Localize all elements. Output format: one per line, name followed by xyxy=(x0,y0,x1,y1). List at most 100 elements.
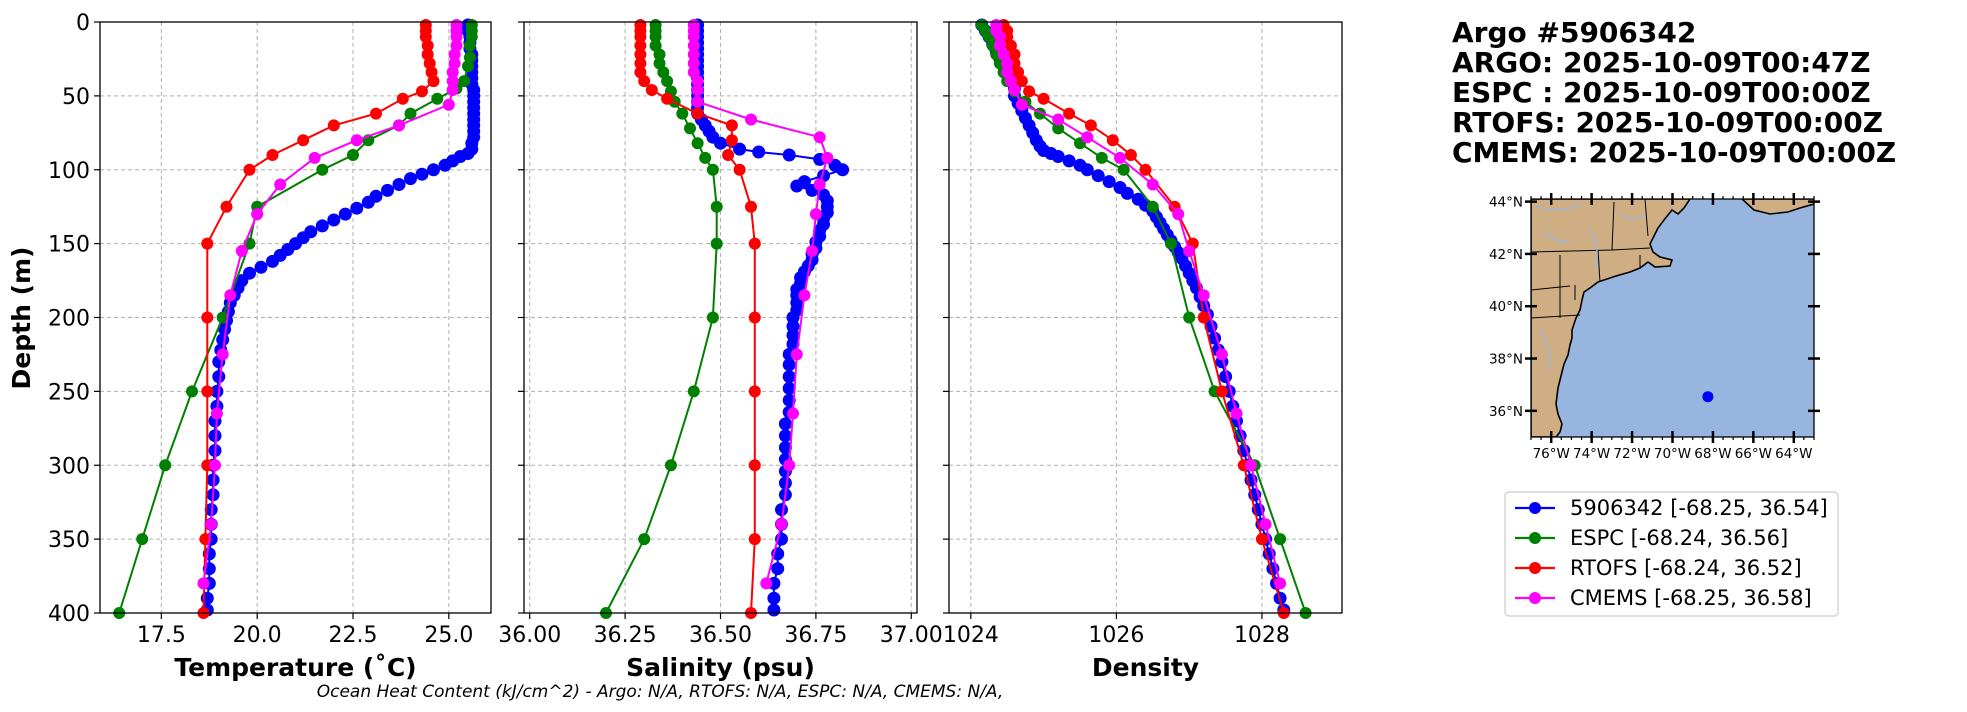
map-lat-label: 40°N xyxy=(1489,299,1523,315)
series-line-rtofs xyxy=(202,25,435,614)
y-tick-label: 350 xyxy=(48,528,90,553)
data-point-cmems xyxy=(393,119,405,132)
legend-label-cmems: CMEMS [-68.25, 36.58] xyxy=(1570,586,1812,610)
data-point-rtofs xyxy=(634,57,647,70)
data-point-argo xyxy=(836,163,850,177)
map-lon-label: 72°W xyxy=(1613,446,1650,462)
data-point-cmems xyxy=(216,348,229,361)
x-tick-label: 17.5 xyxy=(137,623,186,648)
map-lat-label: 42°N xyxy=(1489,247,1523,263)
density-panel: 1024 1026 1028 Density xyxy=(943,18,1343,682)
data-point-rtofs xyxy=(725,119,738,132)
data-point-rtofs xyxy=(1084,119,1097,132)
data-point-rtofs xyxy=(1037,92,1050,105)
data-point-argo xyxy=(786,328,800,342)
data-point-argo xyxy=(778,417,792,431)
map-land xyxy=(1531,199,1691,437)
data-point-cmems xyxy=(1274,577,1287,590)
legend-marker-cmems xyxy=(1529,592,1541,604)
data-point-cmems xyxy=(1052,113,1065,126)
data-point-cmems xyxy=(1172,208,1185,221)
data-point-espc xyxy=(664,459,677,472)
data-point-cmems xyxy=(993,30,1006,43)
data-point-espc xyxy=(1052,122,1065,135)
legend: 5906342 [-68.25, 36.54] ESPC [-68.24, 36… xyxy=(1504,491,1839,617)
data-point-cmems xyxy=(806,245,819,257)
map-lon-label: 66°W xyxy=(1735,446,1772,462)
data-point-cmems xyxy=(1245,459,1257,472)
data-point-argo xyxy=(778,429,792,443)
map-lon-label: 68°W xyxy=(1694,446,1731,462)
data-point-cmems xyxy=(1008,84,1021,96)
x-axis-label: Salinity (psu) xyxy=(626,653,815,682)
info-argo-id: Argo #5906342 xyxy=(1452,16,1696,49)
legend-box xyxy=(1504,491,1839,617)
data-point-argo xyxy=(790,179,804,193)
data-point-espc xyxy=(1117,163,1130,176)
data-point-argo xyxy=(415,167,429,181)
data-point-cmems xyxy=(1001,57,1014,70)
data-point-rtofs xyxy=(201,237,214,250)
data-point-argo xyxy=(338,207,352,221)
data-point-cmems xyxy=(210,407,223,420)
data-point-espc xyxy=(136,533,149,546)
y-tick-label: 100 xyxy=(48,159,90,184)
data-point-argo xyxy=(404,172,417,186)
data-point-rtofs xyxy=(243,163,256,176)
data-point-cmems xyxy=(446,84,459,96)
data-point-cmems xyxy=(687,48,700,61)
data-point-espc xyxy=(1095,151,1108,164)
data-point-cmems xyxy=(798,289,811,302)
x-tick-label: 25.0 xyxy=(424,623,473,648)
data-point-espc xyxy=(431,92,444,105)
legend-label-argo: 5906342 [-68.25, 36.54] xyxy=(1570,496,1828,520)
data-point-espc xyxy=(159,459,172,472)
data-point-cmems xyxy=(1146,178,1159,191)
data-point-cmems xyxy=(446,75,459,88)
data-point-cmems xyxy=(760,577,773,590)
data-point-cmems xyxy=(224,289,237,302)
data-point-argo xyxy=(427,163,440,177)
data-point-rtofs xyxy=(220,200,233,213)
data-point-rtofs xyxy=(1106,134,1119,147)
info-argo-time: ARGO: 2025-10-09T00:47Z xyxy=(1452,46,1871,79)
data-point-espc xyxy=(463,39,476,52)
data-point-rtofs xyxy=(425,66,438,79)
data-point-espc xyxy=(706,311,719,324)
data-point-rtofs xyxy=(748,311,761,324)
data-point-argo xyxy=(733,142,747,156)
map-lat-label: 36°N xyxy=(1489,404,1523,420)
data-point-cmems xyxy=(783,459,796,472)
data-point-rtofs xyxy=(745,200,757,213)
data-point-argo xyxy=(767,603,781,617)
data-point-cmems xyxy=(1015,98,1028,111)
data-point-rtofs xyxy=(722,149,735,161)
data-point-argo xyxy=(782,381,796,395)
data-point-cmems xyxy=(1197,289,1210,302)
data-point-espc xyxy=(676,107,689,120)
data-point-cmems xyxy=(691,84,704,96)
data-point-argo xyxy=(714,136,727,150)
data-point-espc xyxy=(347,149,359,161)
data-point-cmems xyxy=(450,30,463,43)
map-lon-label: 70°W xyxy=(1654,446,1691,462)
data-point-espc xyxy=(661,75,674,88)
data-point-argo xyxy=(782,370,796,384)
data-point-argo xyxy=(350,201,364,215)
data-point-argo xyxy=(771,562,785,576)
data-point-espc xyxy=(638,533,651,546)
map-lat-label: 38°N xyxy=(1489,352,1523,368)
data-point-espc xyxy=(316,163,329,176)
y-tick-label: 250 xyxy=(48,380,90,405)
y-tick-label: 50 xyxy=(62,85,90,110)
data-point-argo xyxy=(786,311,800,324)
data-point-rtofs xyxy=(1023,85,1036,98)
data-point-rtofs xyxy=(1197,311,1210,324)
data-point-rtofs xyxy=(748,459,761,472)
data-point-argo xyxy=(212,370,226,384)
argo-location-marker xyxy=(1702,391,1714,403)
y-tick-label: 300 xyxy=(48,454,90,479)
x-tick-label: 20.0 xyxy=(233,623,282,648)
map-state-borders xyxy=(1531,199,1651,319)
data-point-cmems xyxy=(308,151,321,164)
